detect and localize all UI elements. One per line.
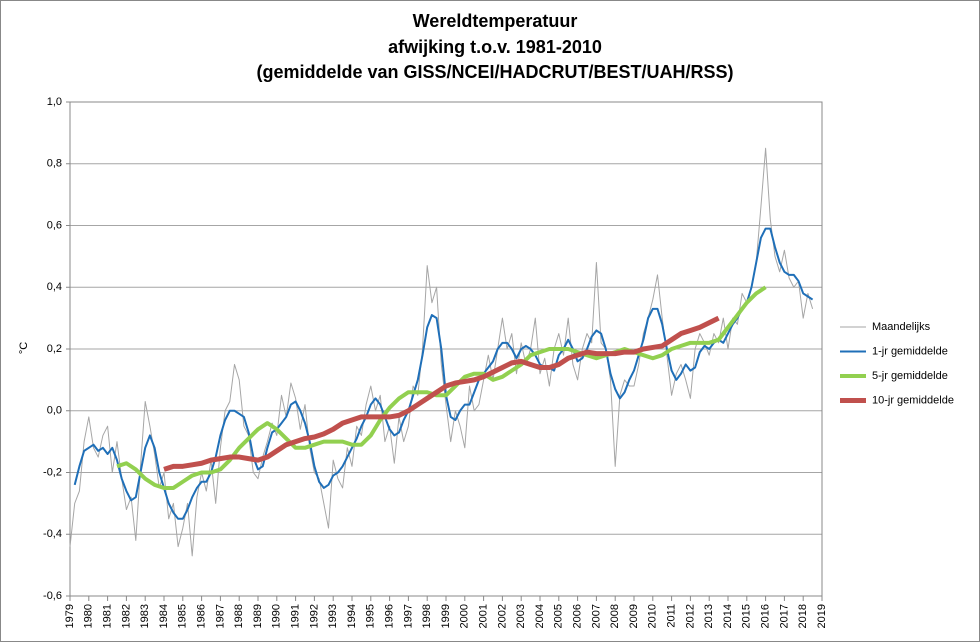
- x-tick-label: 2017: [778, 604, 790, 628]
- x-tick-label: 1989: [252, 604, 264, 628]
- x-tick-label: 2006: [572, 604, 584, 628]
- x-tick-label: 1985: [177, 604, 189, 628]
- x-tick-label: 2009: [628, 604, 640, 628]
- y-tick-label: 0,2: [47, 343, 62, 355]
- x-tick-label: 2016: [760, 604, 772, 628]
- x-tick-label: 1999: [440, 604, 452, 628]
- x-tick-label: 1988: [233, 604, 245, 628]
- x-tick-label: 2013: [703, 604, 715, 628]
- x-tick-label: 2003: [515, 604, 527, 628]
- chart-title: Wereldtemperatuur: [413, 11, 578, 31]
- x-tick-label: 2015: [741, 604, 753, 628]
- x-tick-label: 1984: [158, 604, 170, 628]
- x-tick-label: 1980: [83, 604, 95, 628]
- x-tick-label: 1986: [196, 604, 208, 628]
- chart-subtitle: (gemiddelde van GISS/NCEI/HADCRUT/BEST/U…: [256, 62, 733, 82]
- series-line: [73, 227, 814, 520]
- x-tick-label: 2019: [816, 604, 828, 628]
- x-tick-label: 1982: [120, 604, 132, 628]
- x-tick-label: 2012: [684, 604, 696, 628]
- x-tick-label: 2004: [534, 604, 546, 628]
- x-tick-label: 2001: [478, 604, 490, 628]
- legend-label: 1-jr gemiddelde: [872, 345, 948, 357]
- y-tick-label: 0,8: [47, 158, 62, 170]
- x-tick-label: 1981: [102, 604, 114, 628]
- series-line: [116, 285, 767, 490]
- x-tick-label: 1991: [290, 604, 302, 628]
- x-tick-label: 2000: [459, 604, 471, 628]
- y-tick-label: 0,0: [47, 405, 62, 417]
- y-tick-label: -0,2: [43, 466, 62, 478]
- x-tick-label: 1992: [308, 604, 320, 628]
- y-tick-label: 0,6: [47, 219, 62, 231]
- x-tick-label: 1996: [384, 604, 396, 628]
- x-tick-label: 1998: [421, 604, 433, 628]
- y-tick-label: -0,4: [43, 528, 62, 540]
- x-tick-label: 1990: [271, 604, 283, 628]
- series-line: [69, 147, 814, 557]
- x-tick-label: 1987: [214, 604, 226, 628]
- y-tick-label: 0,4: [47, 281, 62, 293]
- chart-subtitle: afwijking t.o.v. 1981-2010: [388, 37, 602, 57]
- x-tick-label: 1995: [365, 604, 377, 628]
- x-tick-label: 2005: [553, 604, 565, 628]
- x-tick-label: 1993: [327, 604, 339, 628]
- x-tick-label: 1997: [402, 604, 414, 628]
- x-tick-label: 2018: [797, 604, 809, 628]
- legend-label: 5-jr gemiddelde: [872, 370, 948, 382]
- x-tick-label: 1983: [139, 604, 151, 628]
- x-tick-label: 2011: [666, 604, 678, 628]
- y-axis-label: °C: [18, 342, 30, 354]
- legend-label: 10-jr gemiddelde: [872, 394, 954, 406]
- y-tick-label: 1,0: [47, 96, 62, 108]
- legend-label: Maandelijks: [872, 321, 931, 333]
- x-tick-label: 2008: [609, 604, 621, 628]
- x-tick-label: 2010: [647, 604, 659, 628]
- x-tick-label: 2007: [590, 604, 602, 628]
- x-tick-label: 1994: [346, 604, 358, 628]
- series-line: [163, 315, 720, 472]
- x-tick-label: 1979: [64, 604, 76, 628]
- x-tick-label: 2014: [722, 604, 734, 628]
- y-tick-label: -0,6: [43, 590, 62, 602]
- x-tick-label: 2002: [496, 604, 508, 628]
